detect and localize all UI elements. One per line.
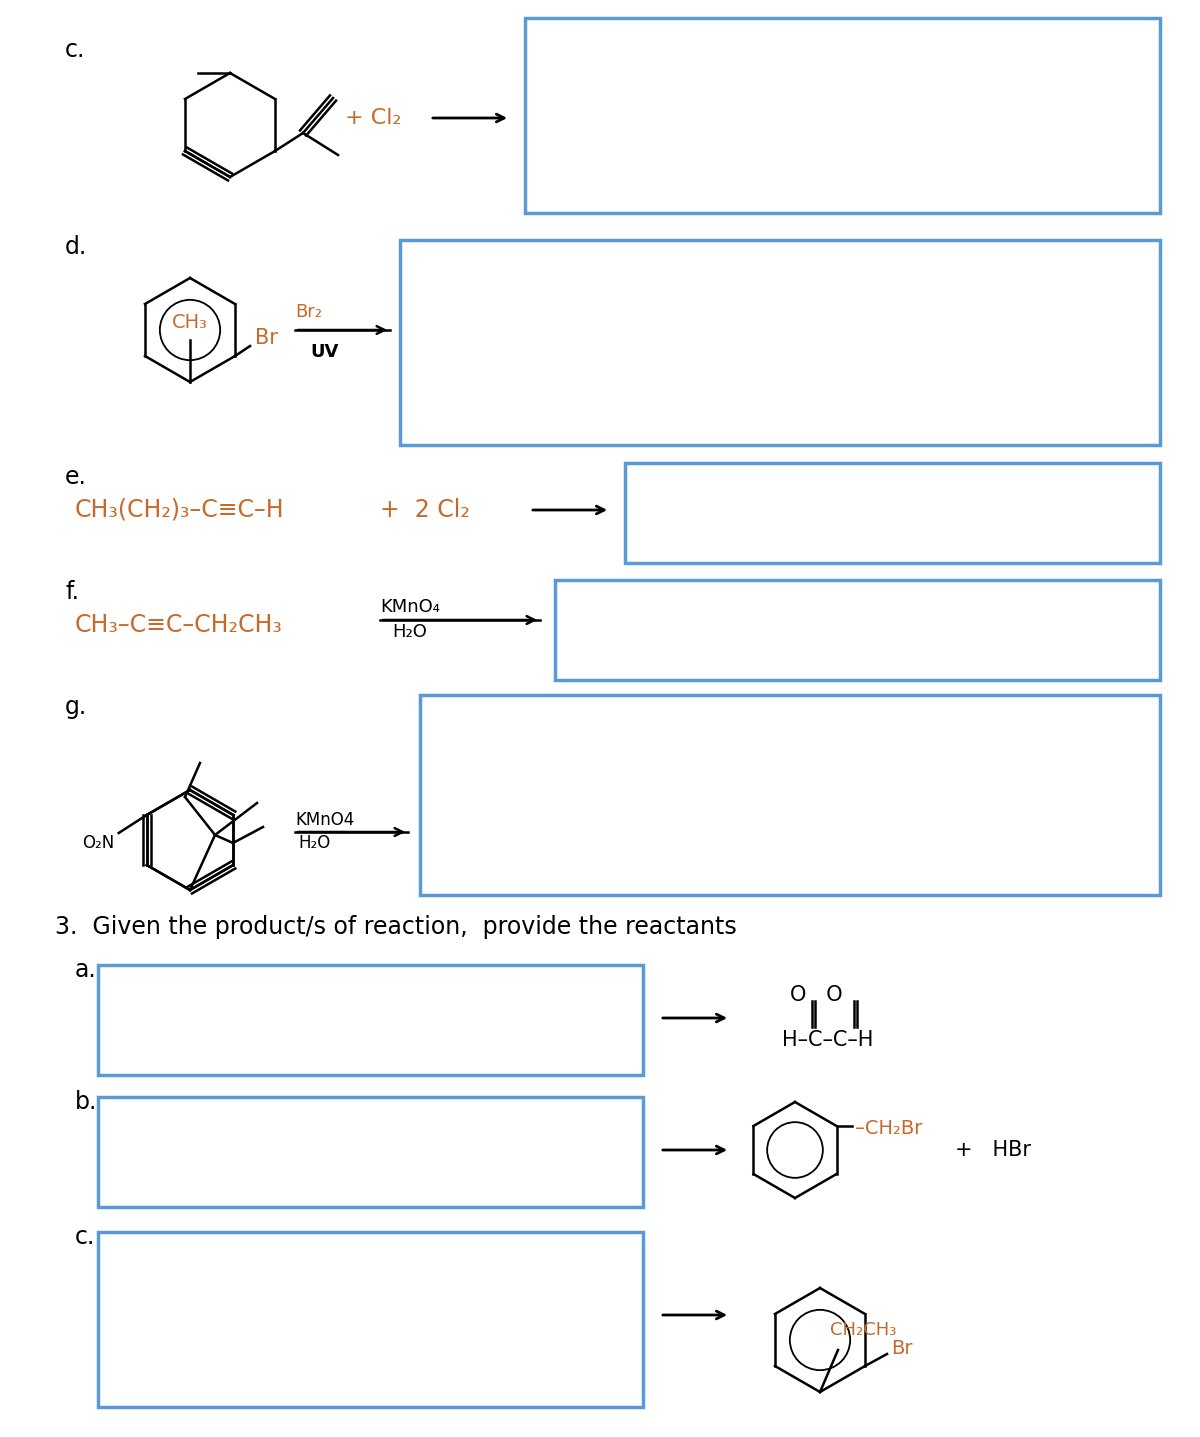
Text: Br: Br (892, 1338, 912, 1358)
Bar (554, 581, 1160, 680)
Text: CH₃–C≡C–CH₂CH₃: CH₃–C≡C–CH₂CH₃ (74, 614, 283, 637)
Text: + Cl₂: + Cl₂ (346, 108, 401, 128)
Text: +  2 Cl₂: + 2 Cl₂ (380, 499, 470, 522)
Text: H₂O: H₂O (298, 833, 330, 852)
Text: +   HBr: + HBr (955, 1140, 1031, 1160)
Bar (625, 463, 1160, 563)
Text: O₂N: O₂N (83, 833, 115, 852)
Text: c.: c. (74, 1224, 95, 1249)
Text: O   O: O O (790, 984, 842, 1004)
Bar (526, 19, 1160, 213)
Text: CH₂CH₃: CH₂CH₃ (830, 1321, 896, 1339)
Text: CH₃: CH₃ (172, 312, 208, 332)
Text: b.: b. (74, 1091, 97, 1114)
Text: –CH₂Br: –CH₂Br (854, 1118, 922, 1138)
Text: a.: a. (74, 958, 97, 981)
Text: H–C–C–H: H–C–C–H (782, 1030, 874, 1050)
Text: CH₃(CH₂)₃–C≡C–H: CH₃(CH₂)₃–C≡C–H (74, 499, 284, 522)
Bar (98, 1232, 643, 1407)
Text: Br₂: Br₂ (295, 303, 322, 320)
Text: Br: Br (256, 328, 278, 348)
Text: KMnO₄: KMnO₄ (380, 598, 440, 616)
Bar (420, 696, 1160, 895)
Text: c.: c. (65, 37, 85, 62)
Text: f.: f. (65, 581, 79, 604)
Text: g.: g. (65, 696, 88, 718)
Text: 3.  Given the product/s of reaction,  provide the reactants: 3. Given the product/s of reaction, prov… (55, 915, 737, 938)
Text: KMnO4: KMnO4 (295, 810, 354, 829)
Text: UV: UV (310, 343, 338, 361)
Text: H₂O: H₂O (392, 624, 427, 641)
Text: e.: e. (65, 466, 86, 489)
Bar (400, 240, 1160, 445)
Bar (98, 1096, 643, 1207)
Bar (98, 966, 643, 1075)
Text: d.: d. (65, 236, 88, 259)
